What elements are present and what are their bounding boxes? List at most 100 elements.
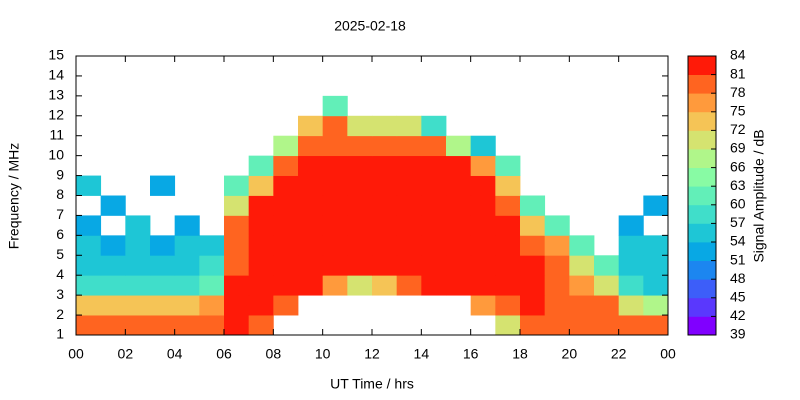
heatmap-cell xyxy=(174,255,200,276)
heatmap-cell xyxy=(396,115,422,137)
heatmap-cell xyxy=(618,255,644,276)
heatmap-cell xyxy=(544,275,570,296)
colorbar-band xyxy=(688,149,716,168)
heatmap-cell xyxy=(322,235,348,256)
heatmap-cell xyxy=(322,275,348,296)
heatmap-cell xyxy=(569,295,595,316)
heatmap-cell xyxy=(273,155,299,176)
heatmap-cell xyxy=(470,175,496,196)
heatmap-cell xyxy=(347,135,373,157)
heatmap-cell xyxy=(618,275,644,296)
y-tick-label: 1 xyxy=(56,326,64,342)
heatmap-cell xyxy=(125,255,151,276)
heatmap-cell xyxy=(396,255,422,276)
colorbar-tick-label: 42 xyxy=(730,307,746,323)
heatmap-cell xyxy=(76,255,102,276)
heatmap-cell xyxy=(396,135,422,157)
heatmap-cell xyxy=(396,275,422,296)
y-tick-label: 7 xyxy=(56,206,64,222)
heatmap-cell xyxy=(421,175,447,196)
heatmap-cell xyxy=(125,235,151,256)
heatmap-cell xyxy=(396,155,422,176)
colorbar-tick-label: 81 xyxy=(730,65,746,81)
heatmap-cell xyxy=(298,215,324,236)
x-tick-label: 14 xyxy=(414,346,430,362)
colorbar-tick-label: 84 xyxy=(730,47,746,63)
heatmap-cell xyxy=(322,135,348,157)
y-tick-label: 14 xyxy=(48,67,64,83)
heatmap-cell xyxy=(298,255,324,276)
heatmap-cell xyxy=(421,235,447,256)
heatmap-cell xyxy=(495,155,521,176)
colorbar-tick-label: 72 xyxy=(730,121,746,137)
heatmap-cell xyxy=(520,255,546,276)
colorbar-tick-label: 60 xyxy=(730,196,746,212)
heatmap-cell xyxy=(495,215,521,236)
colorbar-band xyxy=(688,130,716,150)
heatmap-cell xyxy=(347,195,373,216)
heatmap-cell xyxy=(643,275,669,296)
heatmap-cell xyxy=(594,275,620,296)
heatmap-cell xyxy=(76,175,102,196)
heatmap-cell xyxy=(372,215,398,236)
heatmap-cell xyxy=(347,215,373,236)
heatmap-cell xyxy=(520,315,546,336)
heatmap-cell xyxy=(322,115,348,137)
x-axis-label: UT Time / hrs xyxy=(330,376,414,392)
heatmap-cell xyxy=(643,315,669,336)
heatmap-cell xyxy=(199,295,225,316)
heatmap-cell xyxy=(174,235,200,256)
colorbar-band xyxy=(688,167,716,187)
heatmap-cell xyxy=(150,255,176,276)
y-tick-label: 5 xyxy=(56,246,64,262)
colorbar-band xyxy=(688,74,716,94)
heatmap-cell xyxy=(298,275,324,296)
heatmap-cell xyxy=(396,195,422,216)
heatmap-cell xyxy=(224,195,250,216)
heatmap-cell xyxy=(520,195,546,216)
heatmap-cell xyxy=(495,295,521,316)
heatmap-cell xyxy=(446,255,472,276)
heatmap-cell xyxy=(470,275,496,296)
heatmap-cell xyxy=(618,215,644,236)
x-tick-label: 22 xyxy=(611,346,627,362)
heatmap-cell xyxy=(100,195,126,216)
heatmap-cell xyxy=(322,195,348,216)
heatmap-cell xyxy=(347,255,373,276)
colorbar-tick-label: 48 xyxy=(730,270,746,286)
heatmap-cell xyxy=(199,275,225,296)
y-tick-label: 12 xyxy=(48,106,64,122)
heatmap-cell xyxy=(470,255,496,276)
y-tick-label: 4 xyxy=(56,266,64,282)
x-tick-label: 20 xyxy=(562,346,578,362)
y-tick-label: 6 xyxy=(56,226,64,242)
heatmap-cell xyxy=(248,295,274,316)
heatmap-cell xyxy=(520,295,546,316)
heatmap-cell xyxy=(372,155,398,176)
y-tick-label: 11 xyxy=(49,126,64,142)
heatmap-cell xyxy=(544,315,570,336)
colorbar-label: Signal Amplitude / dB xyxy=(751,129,767,262)
heatmap-cell xyxy=(100,255,126,276)
heatmap-cell xyxy=(347,175,373,196)
heatmap-cell xyxy=(347,155,373,176)
heatmap-cell xyxy=(125,275,151,296)
x-tick-label: 10 xyxy=(315,346,331,362)
heatmap-cell xyxy=(470,135,496,157)
colorbar-tick-label: 57 xyxy=(730,214,746,230)
heatmap-cell xyxy=(347,115,373,137)
heatmap-cell xyxy=(298,195,324,216)
x-tick-label: 08 xyxy=(266,346,282,362)
heatmap-cell xyxy=(520,215,546,236)
heatmap-cell xyxy=(643,195,669,216)
heatmap-cell xyxy=(298,155,324,176)
heatmap-cell xyxy=(347,275,373,296)
heatmap-cell xyxy=(298,135,324,157)
heatmap-cell xyxy=(495,235,521,256)
heatmap-cell xyxy=(470,235,496,256)
heatmap-cell xyxy=(372,115,398,137)
heatmap-cell xyxy=(495,195,521,216)
colorbar-band xyxy=(688,223,716,243)
heatmap-cell xyxy=(273,195,299,216)
